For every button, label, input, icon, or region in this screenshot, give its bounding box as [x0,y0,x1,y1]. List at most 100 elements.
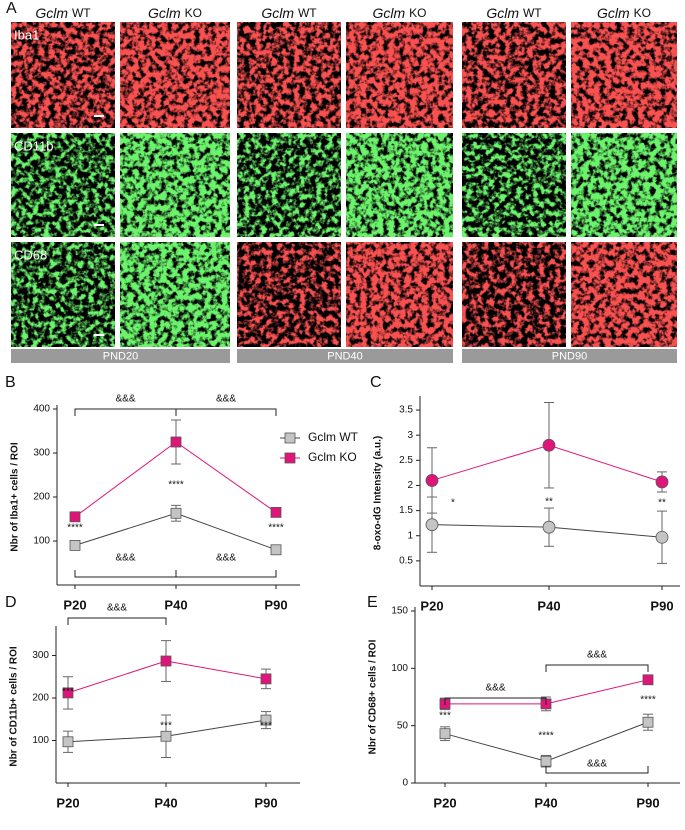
marker [170,436,182,448]
y-tick-label: 0.5 [399,556,413,567]
bracket [444,697,547,705]
x-tick-label: P90 [264,597,287,612]
age-bar [11,349,230,363]
age-bar [237,349,453,363]
marker [439,728,451,740]
micrograph-signal [237,22,341,128]
column-header: Gclm KO [597,5,651,21]
significance: *** [260,721,272,732]
column-header: Gclm WT [486,5,542,21]
micrograph-signal [346,22,453,128]
y-tick-label: 300 [32,650,49,661]
bracket-label: &&& [115,394,135,405]
significance: * [451,498,455,509]
y-tick-label: 1 [407,530,413,541]
marker [284,452,296,464]
marker [542,438,556,452]
panel-letter: E [367,594,378,611]
row-label: CD68 [14,247,47,262]
genotype: KO [409,6,426,20]
significance: *** [160,721,172,732]
marker [425,474,439,487]
y-tick-label: 400 [33,404,50,415]
micrograph-signal [11,22,115,128]
marker [270,506,282,518]
bracket-label: &&& [587,759,607,770]
marker [260,673,272,685]
column-header: Gclm WT [261,5,317,21]
significance: ** [545,497,553,508]
marker [284,432,296,444]
y-tick-label: 100 [32,735,49,746]
y-tick-label: 3 [407,430,413,441]
bracket [545,766,649,774]
bracket [175,408,277,416]
marker [655,530,669,544]
micrograph-signal [462,22,566,128]
age-bar [462,349,677,363]
marker [160,730,172,742]
marker [62,687,74,699]
bracket-label: &&& [216,394,236,405]
gene-name: Gclm [35,5,68,21]
bracket-label: &&& [115,553,135,564]
bracket-label: &&& [216,553,236,564]
gene-name: Gclm [486,5,519,21]
age-label: PND20 [103,350,138,362]
significance: **** [67,523,83,534]
micrograph-signal [11,242,115,347]
marker [69,511,81,523]
row-label: CD11b [14,138,54,153]
y-tick-label: 100 [33,536,50,547]
significance: **** [538,731,554,742]
y-tick-label: 200 [32,693,49,704]
y-axis-title: Nbr of Iba1+ cells / ROI [10,442,21,551]
x-tick-label: P40 [164,597,187,612]
micrograph-signal [346,242,453,347]
marker [160,655,172,667]
y-tick-label: 0 [402,778,408,789]
x-tick-label: P90 [254,795,277,810]
panel-letter: C [370,374,382,391]
x-tick-label: P20 [420,598,443,613]
x-tick-label: P40 [537,598,560,613]
column-header: Gclm KO [148,5,202,21]
micrograph-signal [462,133,566,237]
micrograph-signal [11,133,115,237]
column-header: Gclm KO [373,5,427,21]
x-tick-label: P90 [636,795,659,810]
genotype: WT [523,6,542,20]
marker [540,755,552,767]
marker [642,716,654,728]
marker [62,736,74,748]
genotype: KO [185,6,202,20]
significance: **** [640,695,656,706]
x-tick-label: P20 [56,795,79,810]
significance: **** [268,523,284,534]
genotype: WT [72,6,91,20]
micrograph-signal [237,242,341,347]
x-tick-label: P20 [433,795,456,810]
column-header: Gclm WT [35,5,91,21]
bracket [67,617,167,625]
marker [642,674,654,686]
panel-letter: B [5,374,16,391]
significance: *** [439,711,451,722]
genotype: KO [634,6,651,20]
bracket [175,570,277,578]
x-tick-label: P90 [650,598,673,613]
micrograph-signal [120,133,230,237]
bracket-label: &&& [587,650,607,661]
marker [542,520,556,534]
bracket-label: &&& [485,683,505,694]
significance: **** [168,480,184,491]
y-tick-label: 2 [407,480,413,491]
panel-letter: A [6,0,17,17]
legend-label: Gclm WT [308,430,359,444]
marker [69,540,81,551]
significance: *** [62,687,74,698]
x-tick-label: P20 [63,597,86,612]
y-axis-title: 8-oxo-dG Intensity (a.u.) [373,436,384,550]
gene-name: Gclm [373,5,406,21]
